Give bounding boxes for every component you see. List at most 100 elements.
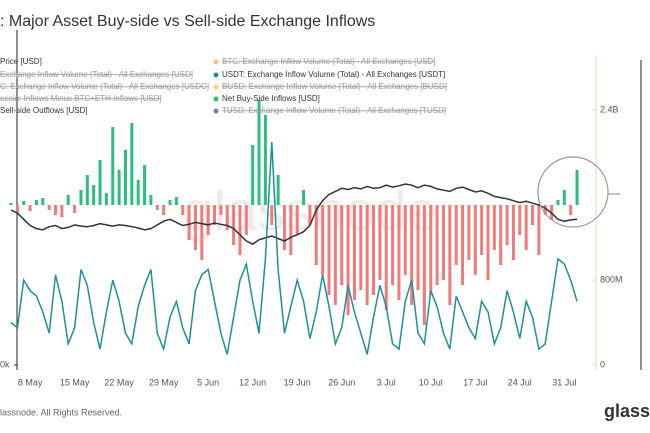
bar — [448, 205, 452, 305]
bar — [531, 205, 535, 225]
bar — [143, 165, 147, 205]
x-tick-label: 8 May — [18, 377, 43, 387]
bar — [47, 205, 51, 210]
bar — [403, 205, 407, 275]
x-tick-label: 26 Jun — [328, 377, 355, 387]
bar — [308, 205, 312, 225]
bar — [429, 205, 433, 295]
bar — [435, 205, 439, 285]
bar — [461, 205, 465, 285]
legend-marker — [213, 108, 219, 114]
x-tick-label: 22 May — [104, 377, 134, 387]
line — [10, 183, 578, 245]
legend-label: USDT: Exchange Inflow Volume (Total) - A… — [222, 70, 445, 79]
bar — [238, 205, 242, 255]
legend-marker — [213, 59, 219, 65]
bar — [327, 205, 331, 295]
bar — [372, 205, 376, 295]
highlight-circle — [537, 156, 609, 228]
x-tick-label: 12 Jun — [239, 377, 266, 387]
legend-label: TUSD: Exchange Inflow Volume (Total) - A… — [222, 106, 446, 115]
bar — [569, 205, 573, 215]
legend-label: ecoin: Inflows Minus BTC+ETH Inflows [US… — [0, 94, 162, 103]
bar — [257, 100, 261, 205]
bar — [295, 205, 299, 235]
bar — [511, 205, 515, 260]
legend-label: Sell-side Outflows [USD] — [0, 106, 88, 115]
x-tick-label: 19 Jun — [284, 377, 311, 387]
y2-tick-label: 800M — [600, 274, 623, 284]
bar — [556, 200, 560, 205]
bar — [66, 195, 70, 205]
bar — [117, 170, 121, 205]
x-tick-label: 15 May — [60, 377, 90, 387]
bar — [486, 205, 490, 280]
legend-marker — [213, 96, 219, 102]
x-tick-label: 29 May — [149, 377, 179, 387]
bar — [168, 200, 172, 205]
bar — [232, 205, 236, 245]
bar — [155, 205, 159, 210]
bar — [276, 175, 280, 205]
bar — [302, 190, 306, 205]
bar — [575, 170, 579, 205]
x-tick-label: 24 Jul — [508, 377, 532, 387]
bar — [85, 175, 89, 205]
y2-tick-label: 2.4B — [600, 105, 619, 115]
bar — [441, 205, 445, 280]
bar — [378, 205, 382, 280]
bar — [480, 205, 484, 255]
legend-marker — [213, 84, 219, 90]
bar — [111, 127, 115, 205]
bar — [123, 150, 127, 205]
bar — [200, 205, 204, 260]
bar — [28, 205, 32, 211]
bar — [537, 205, 541, 255]
chart-title: : Major Asset Buy-side vs Sell-side Exch… — [0, 13, 375, 30]
line — [10, 142, 578, 355]
bar — [333, 205, 337, 305]
bar — [524, 205, 528, 250]
bar — [244, 205, 248, 235]
bar — [384, 205, 388, 310]
bar — [492, 205, 496, 250]
x-tick-label: 31 Jul — [552, 377, 576, 387]
bar — [391, 205, 395, 285]
legend-label: BTC: Exchange Inflow Volume (Total) - Al… — [222, 57, 435, 66]
x-tick-label: 3 Jul — [377, 377, 396, 387]
bar — [346, 205, 350, 315]
bar — [92, 185, 96, 205]
legend-label: Net Buy-Side Inflows [USD] — [222, 94, 320, 103]
bar — [422, 205, 426, 325]
bar — [499, 205, 503, 265]
legend-marker — [213, 72, 219, 78]
bar — [104, 193, 108, 205]
bar — [22, 201, 26, 205]
bar — [467, 205, 471, 260]
bar — [473, 205, 477, 275]
bar — [219, 205, 223, 215]
bar — [397, 205, 401, 300]
x-tick-label: 10 Jul — [419, 377, 443, 387]
bar — [136, 180, 140, 205]
bar — [193, 205, 197, 250]
bar — [187, 205, 191, 240]
bar — [543, 205, 547, 215]
bar — [263, 115, 267, 205]
bar — [54, 205, 58, 215]
bar — [352, 205, 356, 300]
plot — [9, 100, 579, 355]
y2-tick-label: 0 — [600, 359, 605, 369]
bar — [9, 203, 13, 205]
y-tick-label: 0k — [0, 359, 10, 369]
x-tick-label: 17 Jul — [463, 377, 487, 387]
footer: lassnode. All Rights Reserved. — [0, 407, 122, 417]
bar — [454, 205, 458, 265]
bar — [416, 205, 420, 290]
bar — [518, 205, 522, 235]
bar — [181, 205, 185, 215]
bar — [60, 205, 64, 217]
bar — [410, 205, 414, 305]
bar — [73, 205, 77, 213]
